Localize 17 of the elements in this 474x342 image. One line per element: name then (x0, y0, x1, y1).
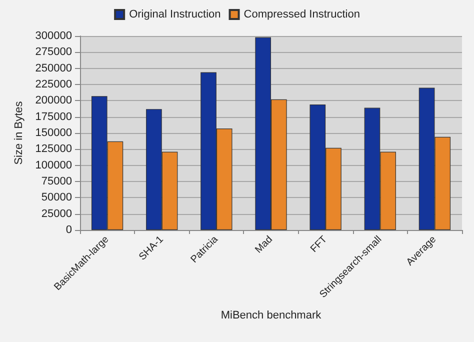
y-axis-title: Size in Bytes (12, 100, 25, 165)
y-tick-label: 300000 (35, 30, 72, 42)
y-tick-label: 200000 (35, 94, 72, 107)
y-tick-label: 0 (66, 224, 72, 236)
y-tick-label: 125000 (35, 143, 72, 156)
y-tick-label: 75000 (41, 176, 72, 188)
legend-label: Compressed Instruction (244, 8, 360, 20)
legend-label: Original Instruction (129, 8, 221, 20)
y-tick-label: 100000 (35, 159, 72, 172)
y-tick-label: 175000 (35, 110, 72, 123)
y-tick-label: 275000 (35, 46, 72, 58)
y-tick-label: 50000 (41, 192, 72, 204)
y-tick-label: 250000 (35, 62, 72, 74)
y-tick-label: 225000 (35, 78, 72, 90)
y-tick-label: 150000 (35, 127, 72, 139)
x-axis-title: MiBench benchmark (220, 310, 322, 322)
y-tick-label: 25000 (41, 208, 72, 220)
